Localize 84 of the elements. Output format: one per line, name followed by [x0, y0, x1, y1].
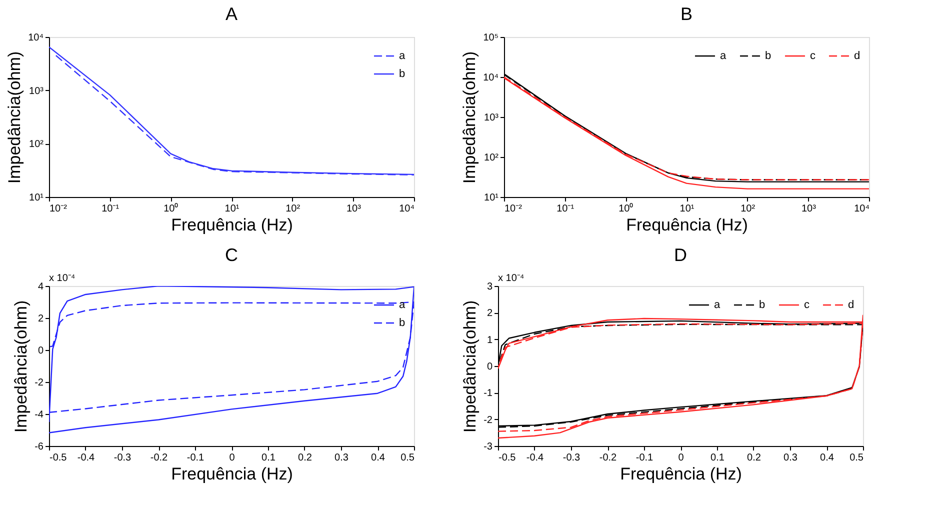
x-tick-label: 10⁻²: [50, 204, 68, 214]
y-tick-label: 2: [486, 308, 493, 320]
x-tick-label: 10²: [740, 204, 756, 214]
x-tick-label: 0.5: [400, 452, 415, 464]
line-series: [49, 286, 414, 434]
x-axis-title: Frequência (Hz): [171, 216, 293, 234]
x-tick-label: 10¹: [224, 204, 240, 214]
y-tick-label: 10⁵: [483, 32, 498, 44]
y-tick-label: 10²: [29, 139, 44, 150]
x-tick-label: 0.3: [334, 452, 349, 464]
y-axis-title: Impedância(ohm): [12, 300, 31, 433]
legend-label: b: [765, 50, 772, 62]
y-tick-label: -4: [34, 410, 44, 420]
x-tick-label: 0.5: [850, 452, 864, 464]
x-tick-label: -0.2: [599, 452, 618, 464]
chart-title: C: [225, 245, 238, 265]
y-tick-label: 3: [486, 282, 493, 292]
x-tick-label: 10⁰: [618, 202, 634, 214]
y-tick-label: -2: [484, 414, 493, 426]
y-tick-label: 0: [38, 346, 44, 356]
x-axis-title: Frequência (Hz): [171, 464, 293, 484]
y-tick-label: 2: [38, 314, 44, 324]
x-tick-label: 10⁻¹: [556, 204, 575, 214]
x-tick-label: 0.4: [820, 452, 834, 464]
chart-title: A: [225, 4, 238, 24]
y-axis-title: Impedância(ohm): [5, 51, 24, 184]
x-tick-label: 0: [229, 452, 236, 464]
x-tick-label: 10³: [801, 204, 817, 214]
x-tick-label: 0.1: [262, 452, 276, 464]
x-axis-title: Frequência (Hz): [626, 216, 748, 234]
y-axis-title: Impedância(ohm): [460, 300, 480, 433]
text: x 10⁻⁴: [49, 273, 76, 284]
x-tick-label: 0.3: [784, 452, 798, 464]
legend-label: a: [720, 50, 727, 62]
x-tick-label: 0: [678, 452, 684, 464]
x-tick-label: 0.1: [710, 452, 725, 464]
y-tick-label: 10¹: [29, 192, 44, 204]
x-tick-label: 10⁻¹: [102, 204, 120, 214]
y-tick-label: 10³: [484, 112, 500, 124]
y-tick-label: -2: [34, 378, 44, 388]
legend-label: b: [399, 317, 406, 329]
x-tick-label: 10⁰: [164, 202, 179, 214]
x-tick-label: -0.2: [150, 452, 168, 464]
y-tick-label: -1: [484, 388, 493, 400]
legend-label: a: [399, 50, 406, 62]
y-tick-label: 10¹: [484, 192, 500, 204]
x-tick-label: 0.4: [371, 452, 386, 464]
chart-title: B: [680, 4, 693, 24]
y-tick-label: 4: [38, 282, 44, 292]
y-tick-label: -3: [484, 442, 493, 452]
y-tick-label: 10³: [29, 86, 44, 97]
y-axis-title: Impedância(ohm): [460, 51, 480, 184]
legend-label: b: [759, 299, 766, 311]
x-tick-label: -0.3: [562, 452, 581, 464]
x-tick-label: -0.4: [77, 452, 96, 464]
x-tick-label: -0.5: [50, 452, 68, 464]
x-tick-label: 10¹: [680, 204, 695, 214]
x-tick-label: 10⁴: [854, 204, 870, 214]
legend-label: c: [804, 299, 810, 311]
x-tick-label: 10³: [346, 204, 362, 214]
legend-label: a: [714, 299, 721, 311]
y-tick-label: -6: [34, 442, 44, 452]
x-tick-label: 0.2: [298, 452, 312, 464]
legend-label: c: [810, 50, 816, 62]
x-tick-label: -0.3: [114, 452, 132, 464]
x-tick-label: 0.2: [747, 452, 762, 464]
y-tick-label: 10⁴: [28, 32, 44, 44]
legend-label: b: [399, 68, 406, 80]
y-tick-label: 0: [486, 362, 493, 372]
x-tick-label: -0.1: [186, 452, 205, 464]
x-axis-title: Frequência (Hz): [620, 464, 742, 484]
x-tick-label: 10⁴: [399, 204, 414, 214]
x-tick-label: -0.5: [498, 452, 516, 464]
x-tick-label: 10⁻²: [504, 204, 523, 214]
chart-title: D: [674, 245, 687, 265]
x-tick-label: -0.1: [636, 452, 654, 464]
x-tick-label: 10²: [286, 204, 301, 214]
text: x 10⁻⁴: [498, 273, 524, 284]
y-tick-label: 10⁴: [483, 72, 498, 84]
legend-label: d: [848, 299, 854, 311]
legend-label: d: [854, 50, 860, 62]
y-tick-label: 1: [486, 334, 493, 346]
x-tick-label: -0.4: [526, 452, 544, 464]
y-tick-label: 10²: [484, 152, 500, 164]
